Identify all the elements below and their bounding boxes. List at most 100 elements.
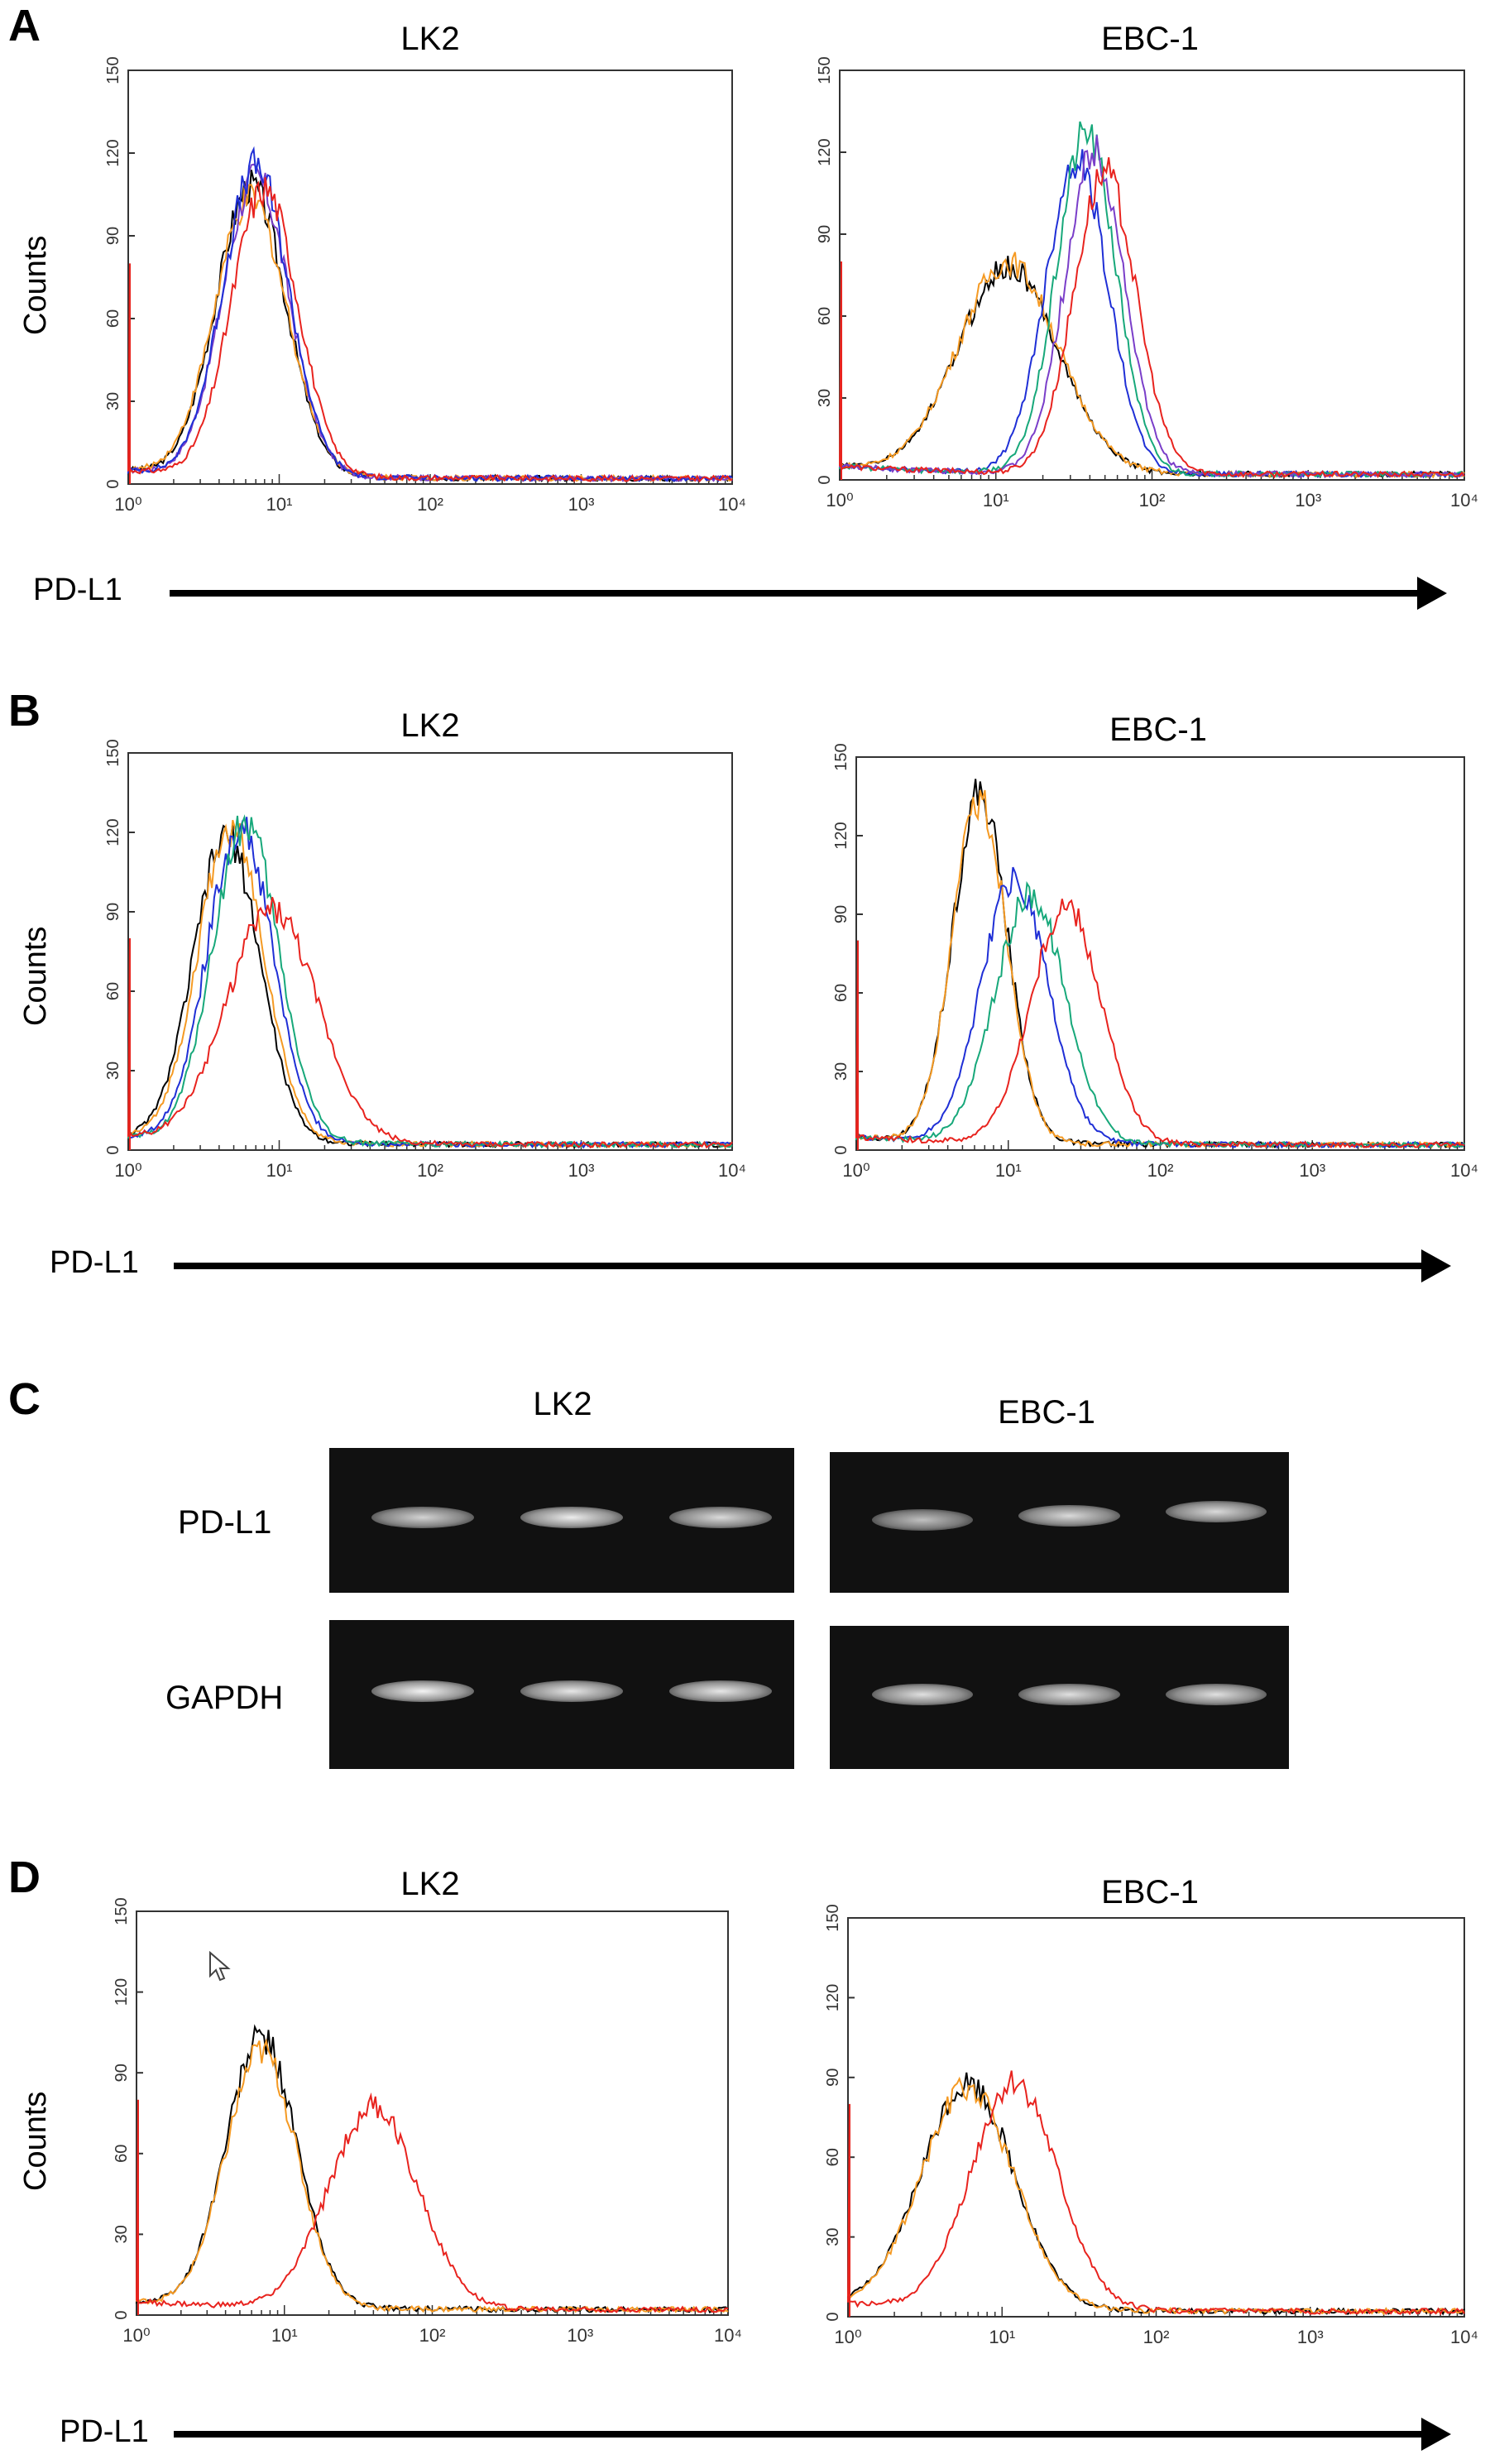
series-line bbox=[846, 2070, 1465, 2317]
y-tick-label: 120 bbox=[824, 1984, 842, 2011]
y-tick-label: 0 bbox=[816, 475, 834, 484]
y-tick-label: 30 bbox=[113, 2225, 131, 2243]
plot-title-a-ebc1: EBC-1 bbox=[1101, 21, 1199, 57]
y-tick-label: 0 bbox=[824, 2312, 842, 2321]
series-line bbox=[127, 896, 733, 1150]
series-line bbox=[127, 814, 733, 1150]
series-line bbox=[127, 817, 733, 1150]
y-tick-label: 150 bbox=[824, 1904, 842, 1931]
series-line bbox=[127, 170, 733, 484]
x-tick-label: 10¹ bbox=[989, 2327, 1015, 2347]
y-tick-label: 60 bbox=[113, 2145, 131, 2163]
plot-frame bbox=[839, 70, 1465, 481]
y-tick-label: 90 bbox=[104, 903, 122, 921]
x-tick-label: 10⁰ bbox=[834, 2327, 861, 2347]
x-tick-label: 10³ bbox=[568, 1160, 595, 1181]
y-tick-label: 150 bbox=[816, 56, 834, 84]
gel-band bbox=[669, 1680, 772, 1703]
x-tick-label: 10² bbox=[417, 1160, 443, 1181]
y-tick-label: 90 bbox=[824, 2069, 842, 2087]
histogram-a-lk2: 0 30 60 90 120 150 10⁰ 10¹ 10² 10³ 10⁴ bbox=[104, 56, 746, 515]
panel-letter-d: D bbox=[8, 1853, 41, 1902]
y-tick-label: 120 bbox=[816, 138, 834, 165]
series-line bbox=[855, 789, 1465, 1150]
y-tick-label: 120 bbox=[113, 1978, 131, 2006]
series-line bbox=[127, 819, 733, 1150]
gel-band bbox=[669, 1507, 772, 1528]
x-tick-label: 10³ bbox=[1297, 2327, 1324, 2347]
series-line bbox=[855, 866, 1465, 1150]
plot-title-b-ebc1: EBC-1 bbox=[1109, 712, 1207, 748]
x-tick-label: 10¹ bbox=[995, 1160, 1022, 1181]
x-tick-label: 10³ bbox=[568, 494, 595, 515]
series-line bbox=[127, 163, 733, 484]
x-axis-arrow-d bbox=[174, 2418, 1451, 2451]
plot-title-d-lk2: LK2 bbox=[400, 1866, 460, 1902]
x-axis-label-d: PD-L1 bbox=[60, 2414, 149, 2449]
y-tick-label: 120 bbox=[104, 139, 122, 166]
gel-band bbox=[1166, 1684, 1267, 1706]
gel-band bbox=[1166, 1500, 1267, 1522]
histogram-b-lk2: 0 30 60 90 120 150 10⁰ 10¹ 10² 10³ 10⁴ bbox=[104, 739, 746, 1181]
gel-band bbox=[871, 1684, 973, 1706]
histogram-b-ebc1: 0 30 60 90 120 150 10⁰ 10¹ 10² 10³ 10⁴ bbox=[832, 743, 1478, 1181]
gel-title-ebc1: EBC-1 bbox=[998, 1394, 1095, 1431]
series-line bbox=[135, 2092, 729, 2315]
x-axis-arrow-b bbox=[174, 1249, 1451, 1282]
histogram-d-ebc1: 0 30 60 90 120 150 10⁰ 10¹ 10² 10³ 10⁴ bbox=[824, 1904, 1478, 2347]
x-tick-label: 10² bbox=[1143, 2327, 1170, 2347]
y-tick-label: 30 bbox=[816, 389, 834, 407]
y-tick-label: 30 bbox=[832, 1062, 850, 1081]
gel-lk2-gapdh bbox=[329, 1620, 794, 1769]
mouse-cursor-icon bbox=[209, 1951, 231, 1982]
series-line bbox=[135, 2024, 729, 2315]
series-line bbox=[838, 256, 1465, 480]
x-tick-label: 10⁰ bbox=[114, 1160, 141, 1181]
gel-band bbox=[520, 1507, 623, 1528]
panel-letter-c: C bbox=[8, 1374, 41, 1424]
y-tick-label: 0 bbox=[832, 1145, 850, 1154]
x-tick-label: 10⁰ bbox=[842, 1160, 869, 1181]
gel-band bbox=[520, 1680, 623, 1703]
gel-row-label-pdl1: PD-L1 bbox=[178, 1504, 272, 1541]
y-tick-label: 90 bbox=[104, 227, 122, 245]
x-tick-label: 10¹ bbox=[983, 490, 1009, 511]
x-tick-label: 10² bbox=[417, 494, 443, 515]
y-tick-label: 150 bbox=[113, 1897, 131, 1925]
y-tick-label: 60 bbox=[816, 307, 834, 325]
y-tick-label: 120 bbox=[832, 822, 850, 849]
y-tick-label: 60 bbox=[104, 982, 122, 1000]
series-line bbox=[838, 157, 1465, 480]
gel-row-label-gapdh: GAPDH bbox=[165, 1680, 284, 1716]
series-line bbox=[846, 2072, 1465, 2317]
gel-band bbox=[371, 1680, 474, 1703]
gel-ebc1-pdl1 bbox=[830, 1452, 1289, 1593]
histogram-a-ebc1: 0 30 60 90 120 150 10⁰ 10¹ 10² 10³ 10⁴ bbox=[816, 56, 1478, 511]
x-tick-label: 10³ bbox=[567, 2325, 593, 2346]
x-tick-label: 10⁴ bbox=[718, 1160, 746, 1181]
y-tick-label: 0 bbox=[113, 2310, 131, 2319]
y-tick-label: 150 bbox=[104, 56, 122, 84]
series-line bbox=[855, 779, 1465, 1150]
x-tick-label: 10⁴ bbox=[714, 2325, 742, 2346]
plot-title-b-lk2: LK2 bbox=[400, 707, 460, 744]
series-line bbox=[127, 177, 733, 484]
x-tick-label: 10⁰ bbox=[122, 2325, 150, 2346]
x-axis-arrow-a bbox=[170, 577, 1447, 610]
series-line bbox=[838, 149, 1465, 480]
y-tick-label: 150 bbox=[104, 739, 122, 766]
x-tick-label: 10³ bbox=[1295, 490, 1321, 511]
plot-title-a-lk2: LK2 bbox=[400, 21, 460, 57]
y-axis-label-b: Counts bbox=[18, 926, 53, 1026]
series-line bbox=[838, 121, 1465, 480]
y-axis-label-d: Counts bbox=[18, 2091, 53, 2191]
series-line bbox=[127, 823, 733, 1150]
y-tick-label: 90 bbox=[113, 2064, 131, 2082]
y-tick-label: 120 bbox=[104, 818, 122, 846]
series-line bbox=[846, 2076, 1465, 2317]
y-tick-label: 0 bbox=[104, 479, 122, 488]
histogram-d-lk2: 0 30 60 90 120 150 10⁰ 10¹ 10² 10³ 10⁴ bbox=[113, 1897, 742, 2346]
y-tick-label: 30 bbox=[104, 1062, 122, 1080]
y-tick-label: 0 bbox=[104, 1145, 122, 1154]
plot-frame bbox=[127, 752, 733, 1151]
